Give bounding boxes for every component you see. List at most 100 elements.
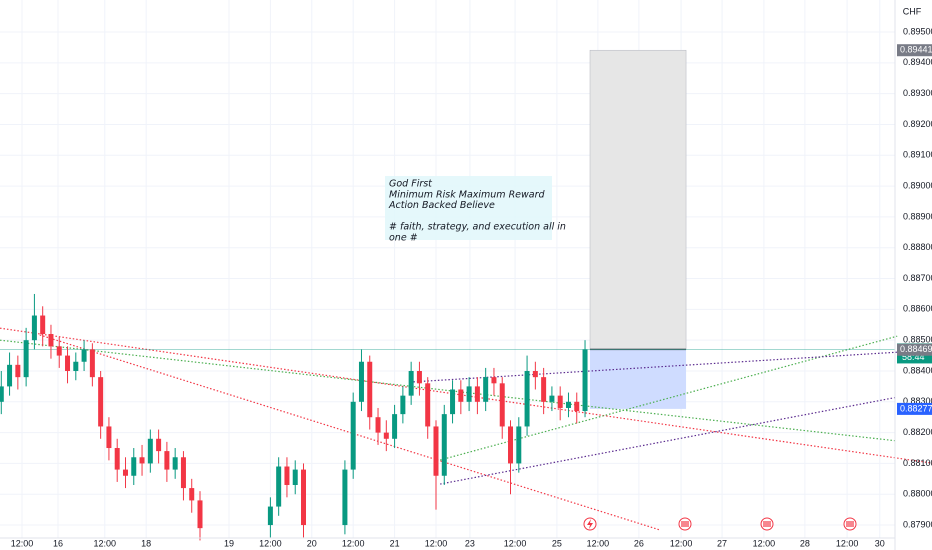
- candle-body: [267, 506, 273, 526]
- price-label-box: [897, 402, 932, 415]
- trend-line: [440, 396, 898, 485]
- candle-body: [23, 340, 29, 378]
- lightning: [587, 519, 593, 529]
- price-label: 0.89441: [900, 45, 932, 55]
- trend-line: [409, 351, 898, 383]
- candle-body: [139, 457, 145, 464]
- candle-body: [450, 389, 456, 415]
- candle-body: [433, 426, 439, 476]
- candle-body: [367, 361, 373, 418]
- candle-body: [122, 469, 128, 476]
- candle-body: [474, 386, 480, 402]
- candle-body: [342, 469, 348, 526]
- event-icons: [583, 517, 857, 531]
- candle-body: [516, 426, 522, 464]
- note-line: God First: [389, 179, 433, 190]
- note-line: one #: [389, 233, 418, 244]
- x-tick-label: 12:00: [94, 538, 117, 548]
- candle-body: [56, 346, 62, 356]
- candle-body: [98, 377, 104, 427]
- candle-body: [189, 488, 195, 501]
- stop-zone: [590, 349, 687, 409]
- x-tick-label: 30: [875, 538, 885, 548]
- x-tick-label: 28: [800, 538, 810, 548]
- price-label-box: [897, 343, 932, 356]
- candle-body: [408, 370, 414, 396]
- x-tick-label: 12:00: [425, 538, 448, 548]
- x-tick-label: 19: [224, 538, 234, 548]
- candle-body: [392, 414, 398, 439]
- candle-body: [164, 451, 170, 470]
- candle-body: [557, 395, 563, 408]
- note-line: Minimum Risk Maximum Reward: [389, 189, 546, 200]
- candle-body: [358, 361, 364, 402]
- price-label: 0.88277: [900, 403, 932, 413]
- x-tick-label: 12:00: [587, 538, 610, 548]
- x-tick-label: 21: [390, 538, 400, 548]
- flag: [846, 521, 854, 527]
- candle-body: [508, 426, 514, 464]
- candle-body: [524, 370, 530, 427]
- candle-body: [276, 466, 282, 507]
- candle-body: [549, 395, 555, 402]
- candle-body: [65, 355, 71, 371]
- candle-body: [172, 457, 178, 470]
- flag: [681, 521, 689, 527]
- price-label-box: [897, 44, 932, 57]
- candle-body: [532, 370, 538, 378]
- candle-body: [156, 438, 162, 452]
- candle-body: [541, 377, 547, 402]
- candle-body: [375, 417, 381, 433]
- candle-body: [425, 383, 431, 427]
- candle-body: [73, 361, 79, 371]
- candle-body: [416, 370, 422, 384]
- candle-body: [400, 395, 406, 415]
- price-label: 0.88469: [900, 344, 932, 354]
- candle-body: [350, 401, 356, 470]
- candle-body: [284, 466, 290, 486]
- x-tick-label: 16: [53, 538, 63, 548]
- candle-body: [491, 377, 497, 384]
- x-tick-label: 12:00: [504, 538, 527, 548]
- candle-body: [48, 334, 54, 347]
- candle-body: [0, 386, 4, 402]
- candle-body: [131, 457, 137, 476]
- grid: [0, 0, 895, 538]
- y-tick-label: 0.89500: [903, 26, 932, 36]
- trend-line: [0, 327, 932, 464]
- candle-body: [81, 349, 87, 362]
- countdown: 58:44: [902, 352, 925, 362]
- plot: [0, 49, 932, 541]
- candle-body: [147, 438, 153, 464]
- candle-body: [499, 383, 505, 427]
- note-line: Action Backed Believe: [388, 200, 495, 211]
- x-tick-label: 26: [634, 538, 644, 548]
- candle-body: [292, 469, 298, 486]
- candle-body: [574, 401, 580, 412]
- note-box: [385, 176, 552, 240]
- candle-body: [31, 315, 37, 341]
- x-tick-label: 12:00: [753, 538, 776, 548]
- candle-body: [582, 349, 588, 412]
- candle-body: [15, 364, 21, 378]
- x-tick-label: 23: [465, 538, 475, 548]
- x-tick-label: 12:00: [836, 538, 859, 548]
- candle-body: [483, 377, 489, 402]
- candle-body: [40, 315, 46, 335]
